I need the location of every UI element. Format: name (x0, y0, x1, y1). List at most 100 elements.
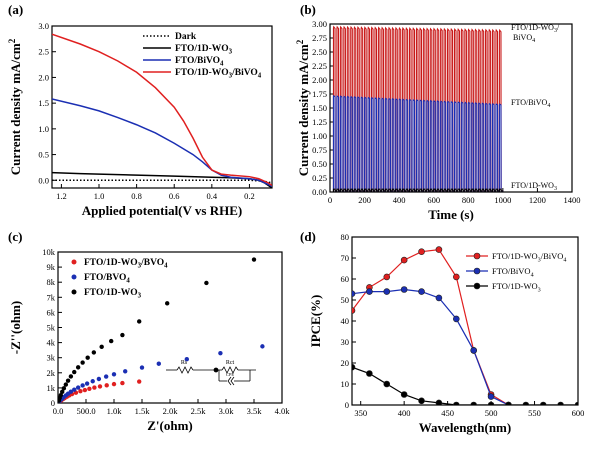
panel-label: (b) (300, 2, 316, 17)
x-tick-label: 600 (572, 408, 585, 418)
series-subscript: 3 (554, 186, 557, 192)
series-marker (400, 286, 408, 293)
legend-label: FTO/1D-WO3/BVO4 (84, 258, 168, 270)
series-marker (366, 288, 373, 295)
legend-label: FTO/BVO4 (84, 273, 130, 285)
plot-frame (351, 236, 579, 406)
series-marker (383, 288, 391, 295)
scatter-point-1 (156, 361, 161, 366)
series-name: Dark (175, 32, 197, 42)
scatter-point-2 (75, 365, 81, 370)
legend-marker (473, 252, 481, 260)
series-subscript: 3 (538, 288, 541, 294)
x-tick-label: 1200 (529, 195, 546, 205)
series-marker (487, 401, 495, 405)
x-tick-label: 450 (441, 408, 454, 418)
y-tick-label: 0.25 (312, 173, 327, 183)
series-name: FTO/BiVO (511, 98, 548, 107)
panel-label: (d) (300, 229, 316, 244)
scatter-point-0 (92, 385, 97, 390)
y-tick-label: 8k (47, 277, 56, 287)
y-axis-label-text: Current density mA/cm (296, 44, 311, 176)
plot-area (330, 25, 504, 192)
series-marker (435, 294, 443, 302)
y-tick-label: 9k (47, 262, 56, 272)
x-tick-label: 0.6 (169, 191, 180, 201)
scatter-point-2 (120, 332, 125, 338)
series-subscript: 3 (538, 258, 541, 264)
y-tick-label: 0.5 (38, 150, 49, 160)
y-tick-label: 50 (341, 295, 350, 305)
y-axis-label-text: IPCE(%) (308, 295, 323, 348)
scatter-point-2 (165, 301, 170, 306)
scatter-point-2 (80, 360, 85, 365)
panel-c: (c) 0.0 500.0 1.0k 1.5k 2.0k 2.5k 3.0k 3.5k 4.0k 0… (8, 229, 290, 433)
y-tick-label: 2.5 (38, 47, 49, 57)
scatter-point-2 (85, 355, 90, 360)
series-line-0 (52, 179, 272, 184)
series-name: FTO/BiVO (492, 266, 531, 276)
series-annotation: FTO/BiVO4 (511, 98, 550, 109)
y-tick-label: 70 (341, 253, 350, 263)
series-name-part2: /BiVO (541, 251, 564, 261)
y-tick-label: 4k (47, 338, 56, 348)
scatter-point-0 (137, 379, 142, 384)
scatter-point-1 (184, 357, 189, 362)
series-subscript: 4 (547, 103, 550, 109)
y-tick-label: 10k (42, 247, 56, 257)
series-marker (487, 393, 495, 400)
y-tick-label: 1.5 (38, 98, 49, 108)
y-tick-label: 1k (47, 383, 56, 393)
x-tick-label: 800 (462, 195, 475, 205)
series-marker (453, 315, 460, 323)
series-subscript: 4 (126, 278, 130, 285)
series-subscript: 3 (138, 263, 142, 270)
series-name-line2: BiVO (513, 33, 532, 42)
circuit-label-cpe: CPE (226, 372, 235, 377)
y-tick-label: 1.75 (312, 89, 327, 99)
x-tick-label: 3.0k (219, 406, 235, 416)
y-tick-label: 2.0 (38, 72, 49, 82)
series-subscript-2: 4 (164, 263, 168, 270)
series-marker (418, 288, 425, 295)
series-subscript-2: 4 (258, 73, 262, 80)
resistor-rct (221, 366, 239, 374)
y-tick-label: 30 (341, 337, 350, 347)
y-tick-label: 20 (341, 358, 350, 368)
legend-label: FTO/BiVO4 (492, 266, 534, 279)
scatter-point-2 (58, 392, 63, 398)
scatter-point-2 (68, 374, 74, 379)
scatter-point-0 (120, 380, 125, 386)
legend-marker (71, 289, 77, 295)
y-tick-label: 2.50 (312, 47, 327, 57)
series-line-1 (352, 288, 509, 405)
series-name: FTO/1D-WO (175, 44, 229, 54)
series-line-2 (330, 188, 504, 192)
y-tick-label: 2.75 (312, 33, 327, 43)
y-tick-label: 0.00 (312, 187, 327, 197)
series-annotation: FTO/1D-WO3 (511, 181, 557, 192)
series-name: FTO/1D-WO (175, 68, 229, 78)
scatter-point-1 (72, 387, 77, 392)
y-tick-label: 7k (47, 292, 56, 302)
y-tick-label: 6k (47, 307, 56, 317)
series-marker (539, 401, 547, 405)
x-tick-label: 4.0k (275, 406, 291, 416)
scatter-point-2 (99, 344, 104, 350)
legend-marker (71, 259, 77, 265)
y-tick-label: 1.00 (312, 131, 327, 141)
plot-area (52, 33, 272, 188)
x-tick-label: 0.8 (131, 191, 142, 201)
scatter-point-0 (111, 381, 117, 387)
series-line-2 (52, 98, 272, 188)
scatter-point-1 (75, 385, 81, 390)
y-axis-label: IPCE(%) (308, 295, 323, 348)
scatter-point-2 (72, 369, 77, 375)
series-marker (522, 401, 530, 405)
cpe-element (227, 376, 232, 386)
resistor-rs (176, 366, 194, 374)
scatter-point-2 (65, 378, 71, 383)
y-tick-label: 0.75 (312, 145, 327, 155)
series-marker (383, 380, 391, 388)
scatter-point-1 (123, 369, 128, 374)
